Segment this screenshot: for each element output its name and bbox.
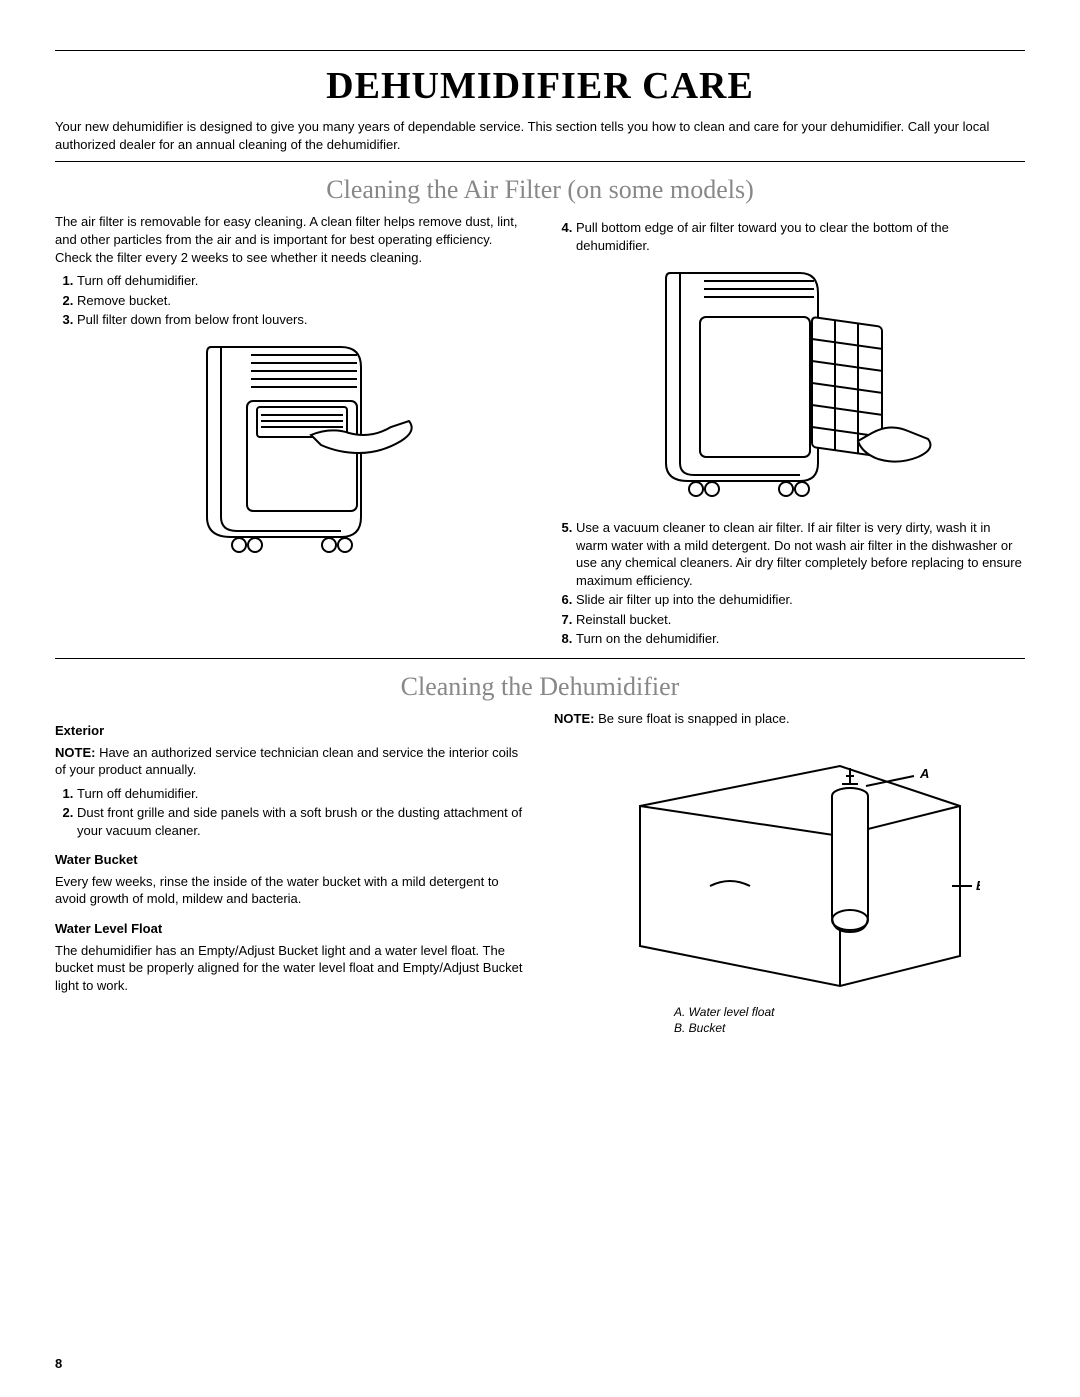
list-item: Remove bucket. (77, 292, 526, 310)
section2-columns: Exterior NOTE: Have an authorized servic… (55, 710, 1025, 1048)
figure-float: A B A. Water level float B. Bucket (554, 736, 1025, 1037)
note1: NOTE: Have an authorized service technic… (55, 744, 526, 779)
figure-filter-out (554, 263, 1025, 508)
note1-label: NOTE: (55, 745, 95, 760)
label-a: A (919, 766, 929, 781)
bucket-head: Water Bucket (55, 851, 526, 869)
list-item: Reinstall bucket. (576, 611, 1025, 629)
exterior-steps: Turn off dehumidifier. Dust front grille… (55, 785, 526, 840)
intro-rule (55, 161, 1025, 162)
exterior-head: Exterior (55, 722, 526, 740)
top-rule (55, 50, 1025, 51)
float-head: Water Level Float (55, 920, 526, 938)
figure-filter-down (55, 337, 526, 562)
bucket-text: Every few weeks, rinse the inside of the… (55, 873, 526, 908)
list-item: Turn off dehumidifier. (77, 785, 526, 803)
caption-b: B. Bucket (674, 1020, 1025, 1036)
list-item: Pull bottom edge of air filter toward yo… (576, 219, 1025, 254)
note2-text: Be sure float is snapped in place. (594, 711, 789, 726)
label-b: B (976, 878, 980, 893)
note1-text: Have an authorized service technician cl… (55, 745, 518, 778)
list-item: Use a vacuum cleaner to clean air filter… (576, 519, 1025, 589)
section2-right-col: NOTE: Be sure float is snapped in place. (554, 710, 1025, 1048)
page-number: 8 (55, 1355, 62, 1373)
note2: NOTE: Be sure float is snapped in place. (554, 710, 1025, 728)
list-item: Dust front grille and side panels with a… (77, 804, 526, 839)
section1-steps-right: Use a vacuum cleaner to clean air filter… (554, 519, 1025, 648)
caption-a: A. Water level float (674, 1004, 1025, 1020)
section1-steps-left: Turn off dehumidifier. Remove bucket. Pu… (55, 272, 526, 329)
intro-text: Your new dehumidifier is designed to giv… (55, 118, 1025, 153)
figure-float-caption: A. Water level float B. Bucket (554, 1004, 1025, 1036)
section1-right-col: Pull bottom edge of air filter toward yo… (554, 213, 1025, 653)
section1-end-rule (55, 658, 1025, 659)
list-item: Pull filter down from below front louver… (77, 311, 526, 329)
note2-label: NOTE: (554, 711, 594, 726)
list-item: Slide air filter up into the dehumidifie… (576, 591, 1025, 609)
section2-heading: Cleaning the Dehumidifier (55, 669, 1025, 704)
section1-columns: The air filter is removable for easy cle… (55, 213, 1025, 653)
section1-lead: The air filter is removable for easy cle… (55, 213, 526, 266)
section1-step4: Pull bottom edge of air filter toward yo… (554, 219, 1025, 254)
list-item: Turn off dehumidifier. (77, 272, 526, 290)
section2-left-col: Exterior NOTE: Have an authorized servic… (55, 710, 526, 1048)
list-item: Turn on the dehumidifier. (576, 630, 1025, 648)
main-title: DEHUMIDIFIER CARE (55, 61, 1025, 112)
float-text: The dehumidifier has an Empty/Adjust Buc… (55, 942, 526, 995)
section1-left-col: The air filter is removable for easy cle… (55, 213, 526, 653)
section1-heading: Cleaning the Air Filter (on some models) (55, 172, 1025, 207)
